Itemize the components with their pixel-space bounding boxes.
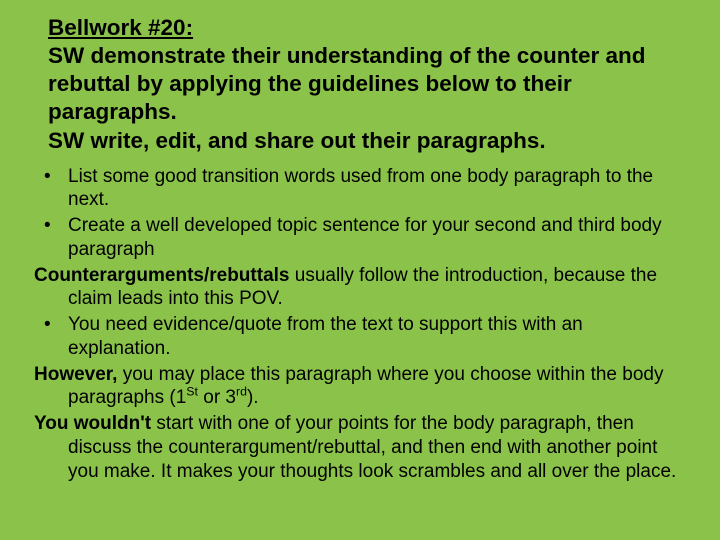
bullet-item-1: • List some good transition words used f…	[34, 165, 686, 213]
bold-lead: Counterarguments/rebuttals	[34, 265, 289, 286]
slide: Bellwork #20: SW demonstrate their under…	[0, 0, 720, 540]
bullet-dot: •	[34, 214, 68, 262]
bold-lead: However,	[34, 364, 117, 385]
para-part-b: or 3	[198, 387, 236, 408]
bullet-text: List some good transition words used fro…	[68, 165, 686, 213]
bellwork-title: Bellwork #20:	[48, 15, 193, 40]
bold-lead: You wouldn't	[34, 413, 151, 434]
bullet-text: Create a well developed topic sentence f…	[68, 214, 686, 262]
ordinal-sup: St	[186, 385, 198, 399]
para-rest: start with one of your points for the bo…	[68, 413, 676, 482]
you-wouldnt-note: You wouldn't start with one of your poin…	[34, 412, 686, 483]
bullet-dot: •	[34, 165, 68, 213]
bullet-item-3: • You need evidence/quote from the text …	[34, 313, 686, 361]
objective-line-2: SW write, edit, and share out their para…	[48, 128, 546, 153]
para-part-c: ).	[247, 387, 259, 408]
counterarguments-note: Counterarguments/rebuttals usually follo…	[34, 264, 686, 312]
bullet-item-2: • Create a well developed topic sentence…	[34, 214, 686, 262]
objective-line-1: SW demonstrate their understanding of th…	[48, 43, 646, 124]
header-block: Bellwork #20: SW demonstrate their under…	[34, 14, 686, 155]
body-content: • List some good transition words used f…	[34, 165, 686, 484]
para-part-a: you may place this paragraph where you c…	[68, 364, 663, 409]
however-note: However, you may place this paragraph wh…	[34, 363, 686, 411]
bullet-dot: •	[34, 313, 68, 361]
ordinal-sup: rd	[236, 385, 247, 399]
bullet-text: You need evidence/quote from the text to…	[68, 313, 686, 361]
